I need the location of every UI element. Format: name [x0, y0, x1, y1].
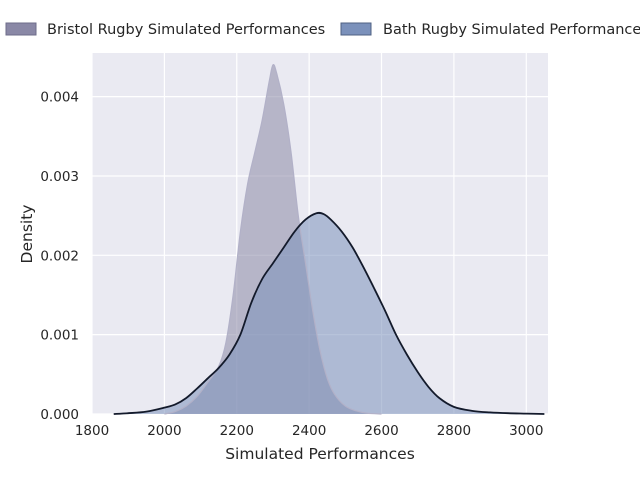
- x-axis-label: Simulated Performances: [225, 445, 415, 463]
- y-tick-label: 0.003: [40, 169, 79, 185]
- legend-label-bath: Bath Rugby Simulated Performances: [383, 22, 640, 38]
- x-tick-labels: 1800 2000 2200 2400 2600 2800 3000: [75, 423, 544, 439]
- x-tick-label: 2200: [220, 423, 254, 439]
- y-tick-label: 0.004: [40, 90, 79, 106]
- density-line-bristol: [164, 63, 382, 415]
- x-tick-label: 3000: [509, 423, 543, 439]
- legend-label-bristol: Bristol Rugby Simulated Performances: [47, 22, 325, 38]
- x-tick-label: 2400: [292, 423, 326, 439]
- x-tick-label: 2000: [147, 423, 181, 439]
- legend: Bristol Rugby Simulated Performances Bat…: [5, 22, 640, 38]
- density-area-bath: [113, 212, 545, 414]
- x-tick-label: 1800: [75, 423, 109, 439]
- legend-swatch-bath: [340, 22, 372, 36]
- x-tick-label: 2600: [364, 423, 398, 439]
- series-layer: [113, 63, 545, 415]
- x-tick-label: 2800: [437, 423, 471, 439]
- y-tick-label: 0.001: [40, 328, 79, 344]
- legend-swatch-bristol: [5, 22, 37, 36]
- y-axis-label: Density: [18, 205, 36, 264]
- density-area-bristol: [164, 64, 382, 414]
- y-tick-label: 0.000: [40, 407, 79, 423]
- density-line-bath: [113, 211, 545, 415]
- y-tick-labels: 0.000 0.001 0.002 0.003 0.004: [40, 90, 79, 423]
- x-gridlines: [91, 53, 527, 414]
- y-tick-label: 0.002: [40, 248, 79, 264]
